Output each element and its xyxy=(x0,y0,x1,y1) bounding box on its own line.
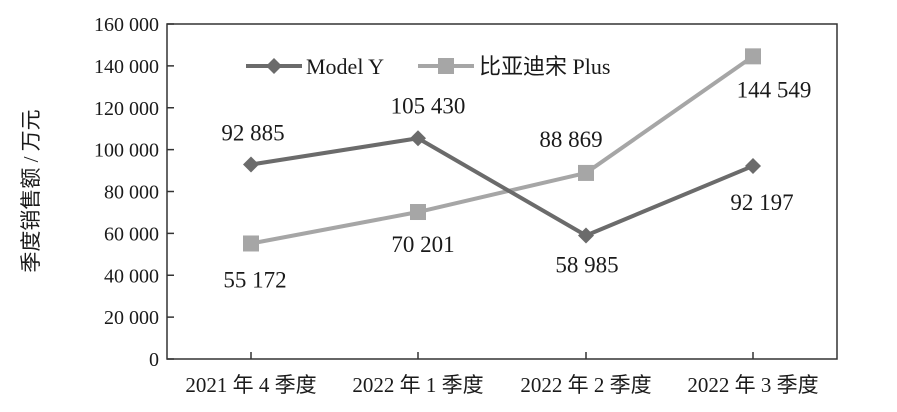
data-label: 70 201 xyxy=(391,232,454,257)
y-tick-label: 160 000 xyxy=(94,14,159,36)
series-model-y: 92 885 105 430 58 985 92 197 xyxy=(221,93,793,277)
x-category-label: 2022 年 2 季度 xyxy=(520,373,651,397)
data-label: 144 549 xyxy=(737,77,812,102)
y-tick-label: 60 000 xyxy=(104,223,159,245)
x-category-label: 2021 年 4 季度 xyxy=(185,373,316,397)
series-byd-song-plus: 55 172 70 201 88 869 144 549 xyxy=(223,48,811,292)
data-point-square xyxy=(243,235,259,252)
legend-label: Model Y xyxy=(306,54,384,79)
series-line xyxy=(250,54,755,246)
data-point-diamond xyxy=(578,227,594,244)
y-tick-label: 120 000 xyxy=(94,98,159,120)
data-point-diamond xyxy=(243,156,259,173)
legend-swatch-marker xyxy=(438,58,454,74)
legend-item-byd-song-plus: 比亚迪宋 Plus xyxy=(418,54,610,79)
y-tick-label: 140 000 xyxy=(94,56,159,78)
data-label: 55 172 xyxy=(223,267,286,292)
legend-swatch-marker xyxy=(266,58,282,74)
data-point-square xyxy=(745,48,761,65)
data-point-square xyxy=(410,204,426,221)
series-layer: 55 172 70 201 88 869 144 549 92 885 105 430 58… xyxy=(221,48,811,292)
y-tick-label: 20 000 xyxy=(104,307,159,329)
y-tick-label: 80 000 xyxy=(104,182,159,204)
data-point-diamond xyxy=(410,130,426,147)
legend: Model Y 比亚迪宋 Plus xyxy=(246,54,610,79)
data-point-square xyxy=(578,164,594,181)
y-axis: 0 20 000 40 000 60 000 80 000 100 000 120 000 1… xyxy=(94,14,174,371)
y-tick-label: 100 000 xyxy=(94,140,159,162)
y-tick-label: 40 000 xyxy=(104,265,159,287)
legend-item-model-y: Model Y xyxy=(246,54,384,79)
data-label: 88 869 xyxy=(539,127,602,152)
legend-label: 比亚迪宋 Plus xyxy=(479,54,610,79)
y-axis-title: 季度销售额 / 万元 xyxy=(19,109,43,272)
x-category-label: 2022 年 1 季度 xyxy=(352,373,483,397)
x-axis: 2021 年 4 季度 2022 年 1 季度 2022 年 2 季度 2022 年 … xyxy=(185,352,819,397)
data-label: 92 885 xyxy=(221,121,284,146)
series-line xyxy=(250,136,754,238)
x-category-label: 2022 年 3 季度 xyxy=(687,373,818,397)
data-label: 58 985 xyxy=(555,253,618,278)
data-label: 105 430 xyxy=(391,93,466,118)
data-label: 92 197 xyxy=(730,190,793,215)
data-point-diamond xyxy=(745,157,761,174)
y-tick-label: 0 xyxy=(149,349,159,371)
